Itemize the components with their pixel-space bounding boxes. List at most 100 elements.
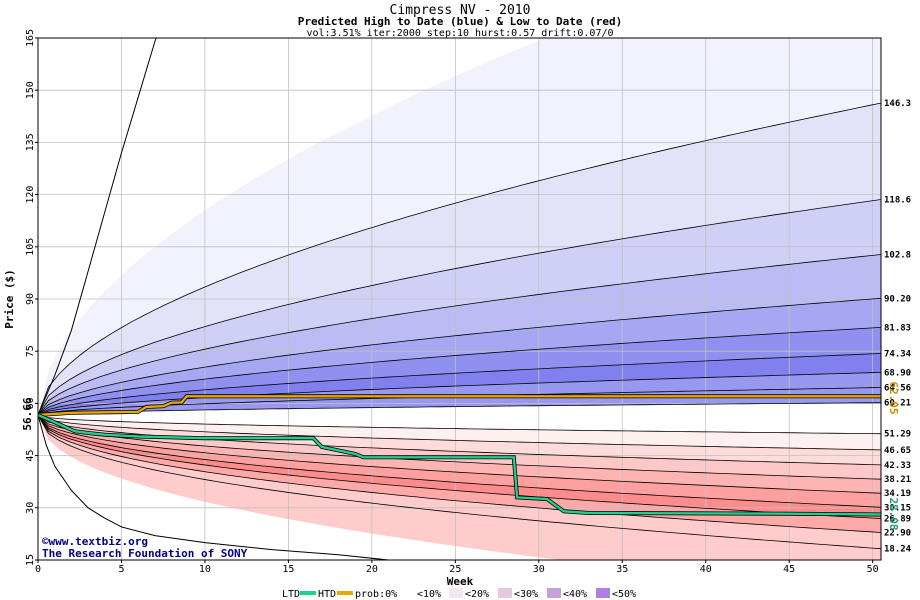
legend-swatch-40 (596, 588, 610, 598)
high-contour-1 (38, 199, 881, 416)
band-end-label: 42.33 (884, 461, 911, 471)
x-tick-20: 20 (366, 564, 378, 575)
low-band-7 (38, 415, 881, 549)
last-low-label: 28.08 (887, 497, 900, 530)
high-band-2 (38, 199, 881, 415)
x-tick-30: 30 (533, 564, 545, 575)
chart-params: vol:3.51% iter:2000 step:10 hurst:0.57 d… (306, 28, 613, 39)
low-contour-0 (38, 414, 881, 435)
low-contour-6 (38, 414, 881, 519)
legend-ltd-label: LTD (282, 589, 300, 600)
y-tick-30: 30 (25, 502, 36, 514)
y-tick-135: 135 (25, 133, 36, 151)
band-end-label: 60.21 (884, 399, 911, 409)
x-axis-ticks: 0 5 10 15 20 25 30 35 40 45 50 (35, 560, 879, 575)
y-tick-165: 165 (25, 29, 36, 47)
high-contour-3 (38, 297, 881, 416)
x-tick-45: 45 (783, 564, 795, 575)
low-band-0 (38, 415, 881, 450)
start-price-label: 56.66 (21, 397, 34, 430)
price-series (38, 394, 881, 517)
band-end-label: 38.21 (884, 475, 911, 485)
contour-lines (38, 102, 881, 550)
band-end-label: 74.34 (884, 349, 912, 359)
legend-swatch-0 (401, 588, 415, 598)
chart-title: Cimpress NV - 2010 (390, 3, 531, 18)
high-band-5 (38, 327, 881, 415)
band-end-label: 26.89 (884, 515, 911, 525)
low-contour-5 (38, 414, 881, 508)
legend-40-label: <40% (563, 589, 587, 600)
high-band-4 (38, 298, 881, 415)
legend: LTD HTD prob:0% <10% <20% <30% <40% <50% (282, 588, 636, 600)
x-tick-50: 50 (867, 564, 879, 575)
y-tick-60: 60 (25, 397, 36, 409)
credit-organization: The Research Foundation of SONY (42, 547, 248, 560)
band-end-label: 46.65 (884, 446, 911, 456)
y-axis-ticks: 15 30 45 60 75 90 105 120 135 150 165 (25, 29, 38, 566)
low-contour-7 (38, 414, 881, 533)
legend-50-label: <50% (612, 589, 636, 600)
low-band-4 (38, 415, 881, 508)
legend-htd-swatch (337, 591, 353, 595)
legend-prob-label: prob:0% (355, 589, 397, 600)
high-band-7 (38, 372, 881, 415)
band-end-label: 22.90 (884, 529, 911, 539)
x-tick-25: 25 (449, 564, 461, 575)
band-end-label: 64.56 (884, 384, 911, 394)
x-tick-10: 10 (199, 564, 211, 575)
legend-swatch-30 (547, 588, 561, 598)
y-tick-105: 105 (25, 238, 36, 256)
y-tick-120: 120 (25, 186, 36, 204)
band-end-label: 30.15 (884, 503, 911, 513)
y-tick-150: 150 (25, 81, 36, 99)
low-band-8 (38, 415, 881, 560)
high-contour-2 (38, 254, 881, 416)
low-contour-3 (38, 414, 881, 480)
y-tick-15: 15 (25, 554, 36, 566)
lower-envelope (38, 414, 389, 560)
band-end-label: 81.83 (884, 323, 911, 333)
band-end-label: 102.8 (884, 250, 911, 260)
low-band-core (38, 415, 881, 434)
y-tick-90: 90 (25, 293, 36, 305)
low-band-1 (38, 415, 881, 465)
legend-swatch-20 (498, 588, 512, 598)
band-end-label: 18.24 (884, 545, 912, 555)
series-ltd (38, 413, 881, 516)
legend-ltd-swatch (300, 591, 316, 595)
right-band-labels: 146.3 118.6 102.8 90.20 81.83 74.34 68.90 64.56… (884, 99, 912, 555)
x-tick-35: 35 (616, 564, 628, 575)
x-axis-label: Week (447, 575, 474, 588)
x-tick-5: 5 (118, 564, 124, 575)
low-contour-8 (38, 414, 881, 550)
high-contour-8 (38, 402, 881, 416)
credit-website: ©www.textbiz.org (42, 535, 148, 548)
legend-swatch-10 (449, 588, 463, 598)
low-band-2 (38, 415, 881, 480)
band-end-label: 51.29 (884, 430, 911, 440)
x-tick-40: 40 (700, 564, 712, 575)
y-axis-label: Price ($) (3, 269, 16, 329)
chart-subtitle: Predicted High to Date (blue) & Low to D… (298, 15, 623, 28)
low-contour-1 (38, 414, 881, 451)
legend-10-label: <10% (417, 589, 441, 600)
band-end-label: 146.3 (884, 99, 911, 109)
band-end-label: 68.90 (884, 368, 911, 378)
high-band-6 (38, 353, 881, 415)
high-contour-4 (38, 327, 881, 416)
low-contour-4 (38, 414, 881, 494)
x-tick-0: 0 (35, 564, 41, 575)
series-htd (38, 395, 881, 417)
high-contour-0 (38, 102, 881, 416)
legend-htd-label: HTD (318, 589, 336, 600)
band-end-label: 90.20 (884, 294, 911, 304)
probability-bands (38, 38, 881, 560)
legend-20-label: <20% (465, 589, 489, 600)
high-band-core (38, 402, 881, 415)
low-band-3 (38, 415, 881, 494)
y-tick-75: 75 (25, 345, 36, 357)
legend-30-label: <30% (514, 589, 538, 600)
y-tick-45: 45 (25, 450, 36, 462)
